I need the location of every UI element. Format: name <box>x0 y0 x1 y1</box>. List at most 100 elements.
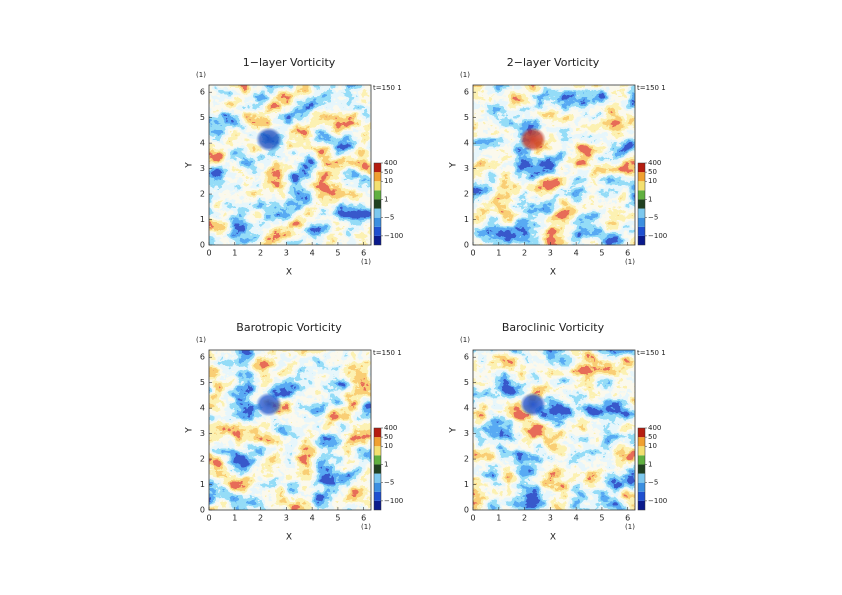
x-axis-label: X <box>550 533 556 543</box>
y-tick-label: 4 <box>464 139 469 148</box>
colorbar-frame <box>637 427 646 511</box>
colorbar-band <box>374 226 381 236</box>
x-tick-label: 6 <box>361 514 366 523</box>
colorbar-band <box>374 235 381 245</box>
x-tick-label: 2 <box>258 514 263 523</box>
colorbar-band <box>374 491 381 501</box>
y-tick-label: 0 <box>464 241 469 250</box>
colorbar-tick-label: −5 <box>648 479 658 487</box>
colorbar-band <box>638 226 645 236</box>
y-tick-label: 0 <box>200 506 205 515</box>
colorbar-band <box>638 455 645 465</box>
colorbar-band <box>374 172 381 182</box>
colorbar-band <box>374 190 381 200</box>
y-unit: (1) <box>196 71 206 79</box>
x-tick-label: 1 <box>232 514 237 523</box>
vortex <box>255 127 282 152</box>
colorbar-band <box>638 181 645 191</box>
x-unit: (1) <box>625 523 635 531</box>
colorbar-tick-label: 10 <box>648 442 657 450</box>
colorbar-tick-label: −5 <box>384 214 394 222</box>
y-tick-label: 0 <box>464 506 469 515</box>
colorbar-band <box>374 482 381 492</box>
x-tick-label: 0 <box>206 249 211 258</box>
annotation: t=150 1 <box>637 349 666 357</box>
y-unit: (1) <box>460 71 470 79</box>
colorbar-tick-label: −5 <box>648 214 658 222</box>
x-tick-label: 1 <box>232 249 237 258</box>
vorticity-field <box>473 85 635 245</box>
x-unit: (1) <box>625 258 635 266</box>
colorbar-band <box>638 235 645 245</box>
x-tick-label: 0 <box>470 249 475 258</box>
y-tick-label: 2 <box>200 190 205 199</box>
y-tick-label: 1 <box>464 215 469 224</box>
y-tick-label: 3 <box>464 429 469 438</box>
x-tick-label: 6 <box>625 514 630 523</box>
colorbar-band <box>638 437 645 447</box>
x-axis-label: X <box>550 268 556 278</box>
y-tick-label: 5 <box>200 113 205 122</box>
y-tick-label: 3 <box>464 164 469 173</box>
y-tick-label: 2 <box>464 455 469 464</box>
colorbar-tick-label: 400 <box>648 159 661 167</box>
y-tick-label: 6 <box>200 353 205 362</box>
x-tick-label: 3 <box>284 514 289 523</box>
colorbar-band <box>638 446 645 456</box>
x-tick-label: 5 <box>335 514 340 523</box>
x-axis-label: X <box>286 533 292 543</box>
x-tick-label: 3 <box>548 514 553 523</box>
colorbar-band <box>374 473 381 483</box>
colorbar-tick-label: 1 <box>648 460 652 468</box>
panel: 0 1 2 3 4 5 6 0 1 2 3 4 5 6 Barotropic Vorticity X Y (1) (… <box>185 321 404 543</box>
plot-frame <box>472 84 636 246</box>
colorbar-band <box>374 208 381 218</box>
y-tick-label: 2 <box>464 190 469 199</box>
x-tick-label: 4 <box>574 514 579 523</box>
vortex <box>519 127 546 152</box>
vorticity-field <box>209 85 371 245</box>
y-tick-label: 1 <box>200 480 205 489</box>
colorbar-band <box>638 217 645 227</box>
x-tick-label: 5 <box>599 249 604 258</box>
y-tick-label: 2 <box>200 455 205 464</box>
colorbar-band <box>638 199 645 209</box>
colorbar-band <box>638 500 645 510</box>
colorbar-frame <box>373 162 382 246</box>
colorbar-band <box>374 446 381 456</box>
y-tick-label: 1 <box>464 480 469 489</box>
x-unit: (1) <box>361 523 371 531</box>
x-tick-label: 4 <box>574 249 579 258</box>
x-tick-label: 1 <box>496 249 501 258</box>
vorticity-field <box>473 350 635 510</box>
colorbar-band <box>374 437 381 447</box>
y-tick-label: 1 <box>200 215 205 224</box>
vortex <box>255 392 282 417</box>
panel: 0 1 2 3 4 5 6 0 1 2 3 4 5 6 Baroclinic Vorticity X Y (1) (… <box>449 321 668 543</box>
colorbar-band <box>374 163 381 173</box>
colorbar-tick-label: 1 <box>648 195 652 203</box>
x-axis-label: X <box>286 268 292 278</box>
colorbar-band <box>374 217 381 227</box>
y-unit: (1) <box>196 336 206 344</box>
colorbar-tick-label: −100 <box>648 232 667 240</box>
y-tick-label: 4 <box>200 404 205 413</box>
annotation: t=150 1 <box>373 349 402 357</box>
colorbar-tick-label: 10 <box>384 442 393 450</box>
y-unit: (1) <box>460 336 470 344</box>
x-tick-label: 0 <box>206 514 211 523</box>
x-tick-label: 2 <box>522 249 527 258</box>
colorbar-band <box>638 190 645 200</box>
colorbar-tick-label: 50 <box>648 168 657 176</box>
colorbar-tick-label: −5 <box>384 479 394 487</box>
x-tick-label: 5 <box>599 514 604 523</box>
y-axis-label: Y <box>185 162 195 169</box>
colorbar-frame <box>373 427 382 511</box>
y-tick-label: 5 <box>200 378 205 387</box>
colorbar-tick-label: 1 <box>384 195 388 203</box>
colorbar-tick-label: 400 <box>384 424 397 432</box>
x-tick-label: 3 <box>548 249 553 258</box>
colorbar-band <box>374 500 381 510</box>
panel-title: Barotropic Vorticity <box>236 321 342 334</box>
